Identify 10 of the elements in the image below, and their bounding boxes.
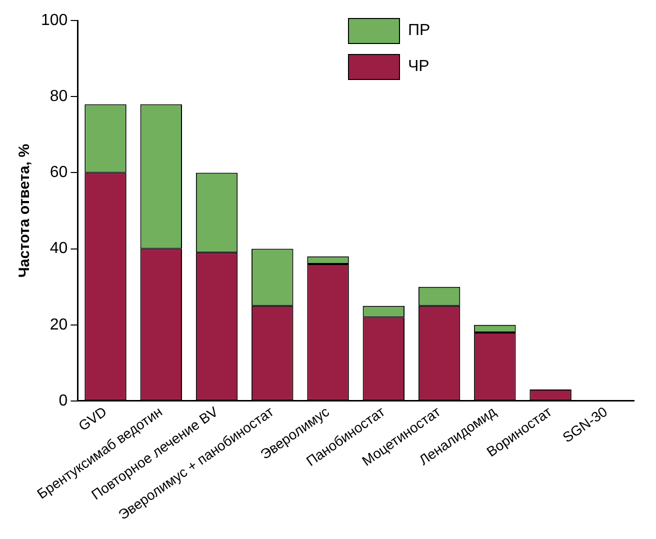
legend-label: ПР (408, 22, 430, 40)
y-tick-label: 80 (50, 88, 68, 106)
y-tick-label: 20 (50, 316, 68, 334)
y-axis-title: Частота ответа, % (16, 144, 34, 278)
y-tick-label: 100 (40, 12, 68, 30)
legend-label: ЧР (408, 58, 430, 76)
y-tick-label: 60 (50, 164, 68, 182)
y-tick-label: 0 (58, 392, 68, 410)
x-tick-label: GVD (75, 403, 110, 434)
y-tick-label: 40 (50, 240, 68, 258)
